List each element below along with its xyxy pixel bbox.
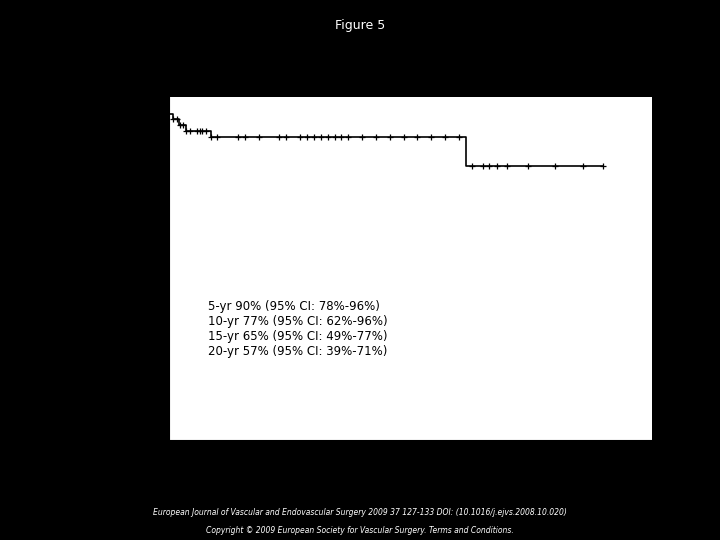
Text: 1: 1 (579, 466, 586, 479)
Title: Stroke free-time: Stroke free-time (327, 75, 494, 93)
Text: 22: 22 (437, 466, 452, 479)
Text: 47: 47 (230, 466, 246, 479)
X-axis label: Time after surgery [months]: Time after surgery [months] (302, 468, 518, 483)
Text: 56: 56 (161, 466, 177, 479)
Text: 5-yr 90% (95% CI: 78%-96%)
10-yr 77% (95% CI: 62%-96%)
15-yr 65% (95% CI: 49%-77: 5-yr 90% (95% CI: 78%-96%) 10-yr 77% (95… (208, 300, 387, 357)
Text: 28: 28 (369, 466, 383, 479)
Y-axis label: Survival Distribution Function: Survival Distribution Function (117, 170, 130, 367)
Text: 3: 3 (510, 466, 518, 479)
Text: Patient at risk:: Patient at risk: (66, 466, 152, 479)
Text: Figure 5: Figure 5 (335, 19, 385, 32)
Text: Copyright © 2009 European Society for Vascular Surgery. Terms and Conditions.: Copyright © 2009 European Society for Va… (206, 525, 514, 535)
Text: European Journal of Vascular and Endovascular Surgery 2009 37 127-133 DOI: (10.1: European Journal of Vascular and Endovas… (153, 508, 567, 517)
Text: 37: 37 (300, 466, 315, 479)
Text: %: % (107, 81, 119, 94)
